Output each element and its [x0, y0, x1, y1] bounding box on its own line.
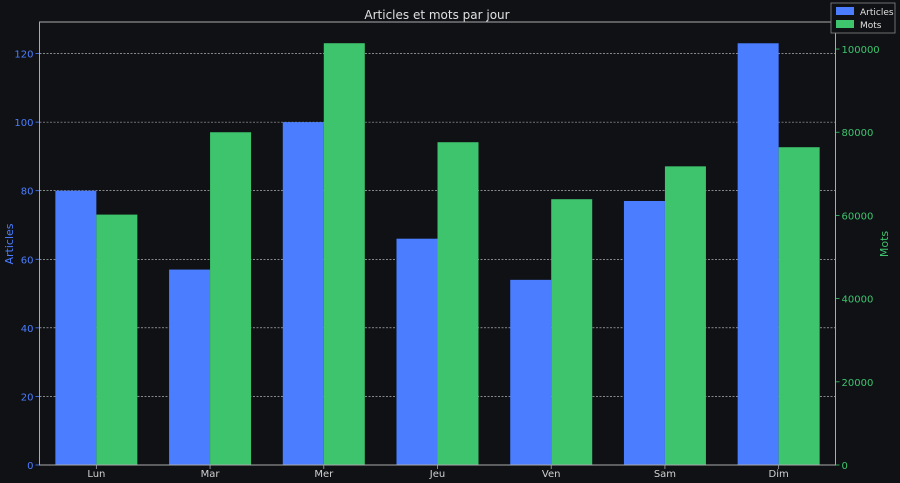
chart-title: Articles et mots par jour	[364, 8, 509, 22]
bar-mots-jeu	[437, 142, 479, 466]
legend: Articles Mots	[830, 2, 896, 34]
y-axis-label: Articles	[3, 223, 16, 264]
plot-frame	[39, 21, 836, 466]
x-tick-label: Lun	[87, 469, 105, 480]
y2-tick-label: 100000	[842, 45, 880, 56]
bar-mots-dim	[778, 147, 820, 465]
bar-mots-lun	[96, 214, 138, 465]
y-tick-label: 0	[27, 461, 33, 472]
x-tick-label: Mer	[314, 469, 334, 480]
y-tick-label: 120	[14, 50, 33, 61]
bar-mots-ven	[551, 199, 593, 465]
y-tick-label: 40	[21, 324, 34, 335]
y2-axis-label: Mots	[878, 231, 891, 258]
bar-mots-mer	[323, 43, 365, 466]
x-tick-label: Mar	[201, 469, 221, 480]
legend-swatch-articles	[836, 7, 854, 15]
y-tick-label: 100	[14, 118, 33, 129]
y2-tick-label: 40000	[842, 295, 874, 306]
x-tick-label: Sam	[654, 469, 676, 480]
bar-mots-sam	[664, 166, 706, 465]
x-tick-label: Ven	[542, 469, 561, 480]
y2-tick-label: 80000	[842, 128, 874, 139]
bar-articles-ven	[510, 279, 552, 465]
x-tick-label: Dim	[769, 469, 789, 480]
bar-articles-jeu	[396, 238, 438, 465]
bar-articles-mar	[169, 269, 211, 465]
y2-tick-label: 20000	[842, 378, 874, 389]
x-tick-label: Jeu	[429, 469, 445, 480]
y2-tick-label: 0	[842, 461, 848, 472]
bar-articles-sam	[623, 200, 665, 465]
bar-articles-mer	[282, 122, 324, 466]
y-tick-label: 60	[21, 255, 34, 266]
bar-articles-lun	[55, 190, 97, 465]
y-tick-label: 80	[21, 187, 34, 198]
y2-tick-label: 60000	[842, 211, 874, 222]
legend-swatch-mots	[836, 20, 854, 28]
legend-label-articles: Articles	[860, 8, 894, 18]
legend-label-mots: Mots	[860, 21, 882, 31]
y-tick-label: 20	[21, 392, 34, 403]
bar-articles-dim	[737, 43, 779, 465]
bar-mots-mar	[210, 132, 252, 465]
